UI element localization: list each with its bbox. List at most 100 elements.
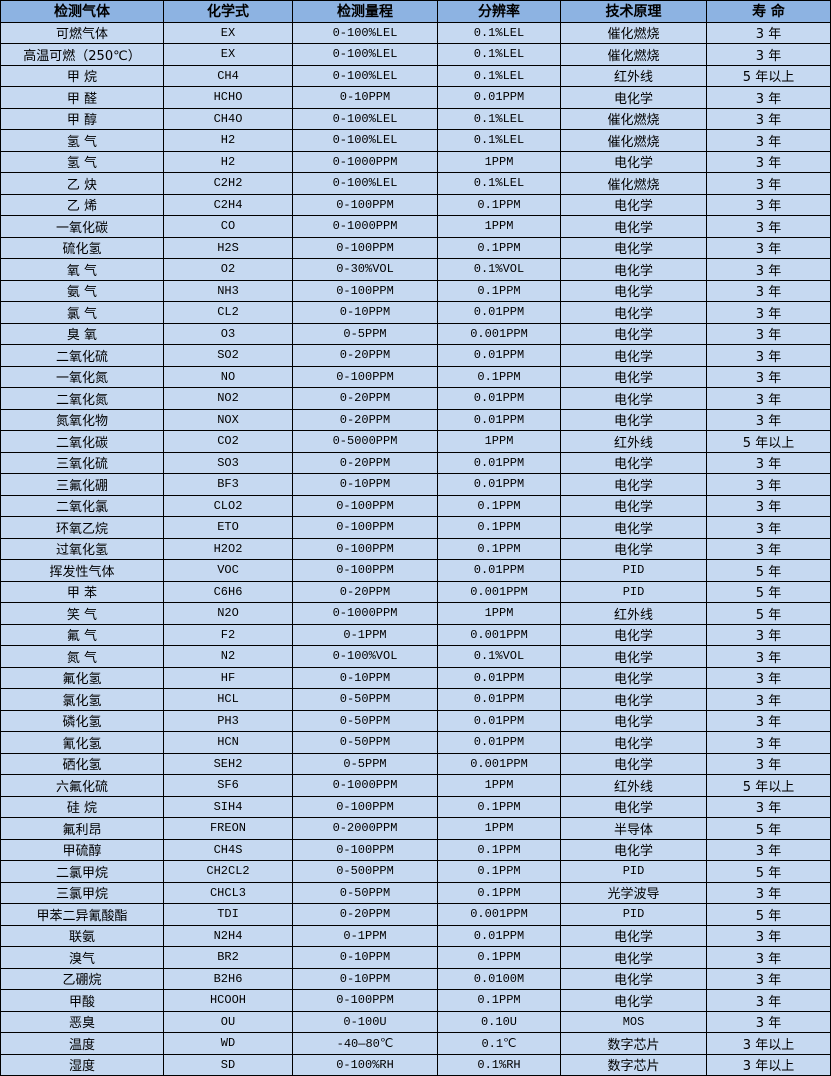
- range-cell: 0-100PPM: [292, 559, 438, 582]
- lifespan-cell: 3 年: [706, 494, 831, 517]
- formula-cell: CH4O: [163, 107, 293, 130]
- principle-cell: 电化学: [560, 838, 707, 861]
- formula-cell: EX: [163, 21, 293, 44]
- table-body: 可燃气体 EX 0-100%LEL 0.1%LEL 催化燃烧 3 年高温可燃（250℃） E…: [0, 21, 831, 1076]
- range-cell: 0-100PPM: [292, 236, 438, 259]
- formula-cell: VOC: [163, 559, 293, 582]
- gas-name-cell: 氯 气: [0, 301, 164, 324]
- principle-cell: 电化学: [560, 516, 707, 539]
- range-cell: 0-100PPM: [292, 838, 438, 861]
- table-row: 氮 气 N2 0-100%VOL 0.1%VOL 电化学 3 年: [0, 645, 831, 668]
- table-row: 三氧化硫 SO3 0-20PPM 0.01PPM 电化学 3 年: [0, 451, 831, 474]
- formula-cell: B2H6: [163, 967, 293, 990]
- principle-cell: 红外线: [560, 64, 707, 87]
- resolution-cell: 1PPM: [437, 150, 561, 173]
- principle-cell: 电化学: [560, 150, 707, 173]
- gas-name-cell: 挥发性气体: [0, 559, 164, 582]
- table-row: 臭 氧 O3 0-5PPM 0.001PPM 电化学 3 年: [0, 322, 831, 345]
- lifespan-cell: 3 年: [706, 279, 831, 302]
- range-cell: 0-50PPM: [292, 688, 438, 711]
- table-row: 甲 醛 HCHO 0-10PPM 0.01PPM 电化学 3 年: [0, 86, 831, 109]
- table-row: 二氧化碳 CO2 0-5000PPM 1PPM 红外线 5 年以上: [0, 430, 831, 453]
- table-row: 硒化氢 SEH2 0-5PPM 0.001PPM 电化学 3 年: [0, 752, 831, 775]
- range-cell: 0-10PPM: [292, 946, 438, 969]
- resolution-cell: 0.01PPM: [437, 344, 561, 367]
- table-row: 氢 气 H2 0-100%LEL 0.1%LEL 催化燃烧 3 年: [0, 129, 831, 152]
- resolution-cell: 0.01PPM: [437, 709, 561, 732]
- formula-cell: CO2: [163, 430, 293, 453]
- resolution-cell: 0.1PPM: [437, 795, 561, 818]
- range-cell: 0-50PPM: [292, 881, 438, 904]
- table-row: 环氧乙烷 ETO 0-100PPM 0.1PPM 电化学 3 年: [0, 516, 831, 539]
- formula-cell: N2O: [163, 602, 293, 625]
- header-lifespan: 寿 命: [706, 0, 831, 23]
- table-row: 甲 苯 C6H6 0-20PPM 0.001PPM PID 5 年: [0, 580, 831, 603]
- lifespan-cell: 5 年以上: [706, 774, 831, 797]
- header-row: 检测气体 化学式 检测量程 分辨率 技术原理 寿 命: [0, 0, 831, 23]
- resolution-cell: 0.001PPM: [437, 322, 561, 345]
- principle-cell: 红外线: [560, 774, 707, 797]
- formula-cell: H2: [163, 129, 293, 152]
- resolution-cell: 0.1PPM: [437, 365, 561, 388]
- principle-cell: 数字芯片: [560, 1053, 707, 1076]
- formula-cell: C2H4: [163, 193, 293, 216]
- resolution-cell: 1PPM: [437, 817, 561, 840]
- gas-name-cell: 二氧化碳: [0, 430, 164, 453]
- table-row: 氟利昂 FREON 0-2000PPM 1PPM 半导体 5 年: [0, 817, 831, 840]
- gas-name-cell: 甲 苯: [0, 580, 164, 603]
- formula-cell: OU: [163, 1010, 293, 1033]
- gas-name-cell: 氢 气: [0, 150, 164, 173]
- principle-cell: 电化学: [560, 215, 707, 238]
- principle-cell: 电化学: [560, 86, 707, 109]
- range-cell: 0-1000PPM: [292, 215, 438, 238]
- lifespan-cell: 3 年: [706, 451, 831, 474]
- table-row: 氟化氢 HF 0-10PPM 0.01PPM 电化学 3 年: [0, 666, 831, 689]
- gas-name-cell: 联氨: [0, 924, 164, 947]
- resolution-cell: 0.1%VOL: [437, 258, 561, 281]
- gas-name-cell: 甲 烷: [0, 64, 164, 87]
- range-cell: 0-100PPM: [292, 494, 438, 517]
- table-row: 乙 烯 C2H4 0-100PPM 0.1PPM 电化学 3 年: [0, 193, 831, 216]
- formula-cell: CH4S: [163, 838, 293, 861]
- formula-cell: HCN: [163, 731, 293, 754]
- lifespan-cell: 3 年: [706, 236, 831, 259]
- formula-cell: SF6: [163, 774, 293, 797]
- table-row: 氧 气 O2 0-30%VOL 0.1%VOL 电化学 3 年: [0, 258, 831, 281]
- principle-cell: 电化学: [560, 946, 707, 969]
- lifespan-cell: 5 年以上: [706, 64, 831, 87]
- range-cell: 0-100PPM: [292, 193, 438, 216]
- table-row: 硫化氢 H2S 0-100PPM 0.1PPM 电化学 3 年: [0, 236, 831, 259]
- lifespan-cell: 3 年: [706, 473, 831, 496]
- resolution-cell: 0.01PPM: [437, 301, 561, 324]
- table-row: 甲苯二异氰酸酯 TDI 0-20PPM 0.001PPM PID 5 年: [0, 903, 831, 926]
- gas-name-cell: 一氧化碳: [0, 215, 164, 238]
- gas-name-cell: 氟 气: [0, 623, 164, 646]
- resolution-cell: 0.01PPM: [437, 86, 561, 109]
- principle-cell: 催化燃烧: [560, 107, 707, 130]
- formula-cell: CHCL3: [163, 881, 293, 904]
- range-cell: 0-100PPM: [292, 279, 438, 302]
- range-cell: 0-30%VOL: [292, 258, 438, 281]
- principle-cell: 催化燃烧: [560, 21, 707, 44]
- resolution-cell: 0.1PPM: [437, 516, 561, 539]
- resolution-cell: 0.001PPM: [437, 903, 561, 926]
- principle-cell: 电化学: [560, 365, 707, 388]
- resolution-cell: 0.01PPM: [437, 666, 561, 689]
- table-row: 甲硫醇 CH4S 0-100PPM 0.1PPM 电化学 3 年: [0, 838, 831, 861]
- gas-name-cell: 二氧化氯: [0, 494, 164, 517]
- range-cell: 0-100PPM: [292, 516, 438, 539]
- principle-cell: 电化学: [560, 623, 707, 646]
- lifespan-cell: 3 年: [706, 989, 831, 1012]
- resolution-cell: 0.1PPM: [437, 537, 561, 560]
- resolution-cell: 0.001PPM: [437, 623, 561, 646]
- principle-cell: 催化燃烧: [560, 43, 707, 66]
- lifespan-cell: 3 年以上: [706, 1053, 831, 1076]
- gas-name-cell: 三氟化硼: [0, 473, 164, 496]
- resolution-cell: 0.01PPM: [437, 473, 561, 496]
- formula-cell: H2: [163, 150, 293, 173]
- lifespan-cell: 3 年: [706, 688, 831, 711]
- header-range: 检测量程: [292, 0, 438, 23]
- resolution-cell: 0.01PPM: [437, 451, 561, 474]
- gas-name-cell: 甲 醇: [0, 107, 164, 130]
- table-row: 乙 炔 C2H2 0-100%LEL 0.1%LEL 催化燃烧 3 年: [0, 172, 831, 195]
